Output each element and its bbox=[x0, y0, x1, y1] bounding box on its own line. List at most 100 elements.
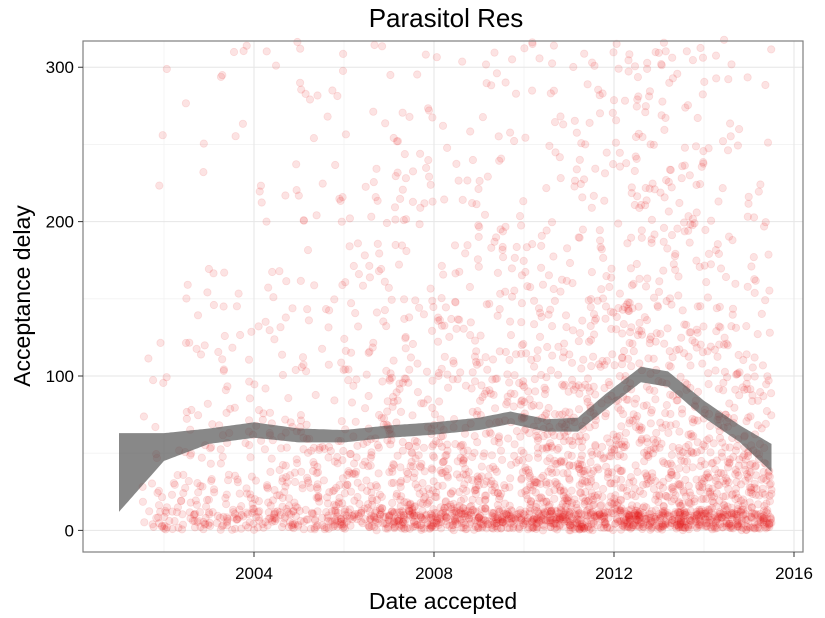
data-point bbox=[209, 300, 218, 310]
data-point bbox=[691, 142, 701, 151]
data-point bbox=[598, 512, 607, 522]
data-point bbox=[583, 397, 592, 407]
data-point bbox=[699, 440, 708, 449]
data-point bbox=[597, 442, 607, 451]
data-point bbox=[702, 277, 711, 287]
data-point bbox=[408, 522, 418, 531]
data-point bbox=[685, 513, 695, 522]
data-point bbox=[346, 487, 356, 496]
data-point bbox=[453, 375, 462, 384]
data-point bbox=[218, 452, 227, 461]
data-point bbox=[646, 445, 655, 455]
data-point bbox=[338, 523, 348, 533]
data-point bbox=[424, 498, 433, 507]
data-point bbox=[538, 520, 548, 529]
data-point bbox=[625, 50, 634, 59]
data-point bbox=[282, 277, 291, 286]
data-point bbox=[639, 522, 648, 531]
data-point bbox=[459, 455, 468, 464]
data-point bbox=[380, 305, 389, 315]
data-point bbox=[457, 515, 466, 524]
data-point bbox=[616, 475, 626, 484]
data-point bbox=[546, 305, 555, 314]
data-point bbox=[468, 407, 477, 416]
data-point bbox=[580, 500, 589, 509]
data-point bbox=[731, 323, 741, 332]
data-point bbox=[229, 508, 238, 517]
data-point bbox=[458, 57, 467, 66]
data-point bbox=[406, 461, 415, 471]
data-point bbox=[406, 353, 415, 362]
data-point bbox=[699, 147, 708, 156]
data-point bbox=[512, 426, 522, 436]
data-point bbox=[646, 140, 655, 149]
data-point bbox=[298, 480, 307, 489]
data-point bbox=[635, 359, 644, 368]
data-point bbox=[241, 438, 250, 448]
data-point bbox=[340, 334, 349, 343]
data-point bbox=[428, 197, 437, 206]
data-point bbox=[593, 511, 602, 520]
data-point bbox=[508, 517, 517, 526]
data-point bbox=[393, 516, 402, 525]
data-point bbox=[455, 267, 464, 276]
data-point bbox=[393, 514, 402, 523]
data-point bbox=[675, 510, 684, 519]
data-point bbox=[139, 412, 148, 421]
data-point bbox=[482, 386, 491, 395]
data-point bbox=[464, 467, 473, 477]
data-point bbox=[497, 517, 507, 527]
data-point bbox=[723, 146, 733, 155]
data-point bbox=[451, 507, 461, 516]
data-point bbox=[187, 405, 196, 415]
data-point bbox=[656, 418, 665, 427]
data-point bbox=[405, 112, 414, 122]
data-point bbox=[693, 302, 702, 311]
data-point bbox=[601, 302, 611, 311]
data-point bbox=[592, 512, 602, 521]
data-point bbox=[531, 488, 540, 497]
data-point bbox=[289, 507, 298, 516]
data-point bbox=[337, 217, 346, 226]
data-point bbox=[544, 403, 553, 413]
data-point bbox=[550, 494, 559, 503]
data-point bbox=[248, 499, 257, 508]
data-point bbox=[280, 487, 289, 497]
data-point bbox=[324, 360, 333, 369]
data-point bbox=[678, 522, 687, 532]
data-point bbox=[629, 521, 638, 530]
data-point bbox=[461, 520, 470, 530]
data-point bbox=[595, 236, 605, 245]
data-point bbox=[404, 441, 413, 451]
data-point bbox=[149, 375, 158, 385]
data-point bbox=[704, 379, 713, 389]
data-point bbox=[528, 522, 537, 531]
data-point bbox=[616, 506, 625, 515]
data-point bbox=[571, 518, 580, 528]
data-point bbox=[490, 237, 499, 246]
data-point bbox=[760, 501, 769, 511]
data-point bbox=[759, 467, 768, 477]
data-point bbox=[222, 499, 231, 509]
data-point bbox=[648, 473, 657, 482]
data-point bbox=[397, 241, 407, 250]
data-point bbox=[741, 476, 750, 485]
data-point bbox=[578, 476, 587, 485]
data-point bbox=[684, 352, 693, 361]
data-point bbox=[722, 373, 732, 382]
data-point bbox=[635, 487, 645, 496]
data-point bbox=[338, 66, 348, 76]
data-point bbox=[556, 505, 566, 514]
data-point bbox=[526, 500, 535, 509]
data-point bbox=[462, 470, 471, 479]
data-point bbox=[706, 448, 715, 457]
data-point bbox=[591, 164, 600, 173]
data-point bbox=[661, 420, 670, 429]
data-point bbox=[216, 445, 225, 454]
data-point bbox=[382, 321, 391, 331]
data-point bbox=[521, 516, 531, 525]
data-point bbox=[663, 510, 673, 520]
data-point bbox=[625, 517, 634, 526]
data-point bbox=[266, 467, 275, 476]
